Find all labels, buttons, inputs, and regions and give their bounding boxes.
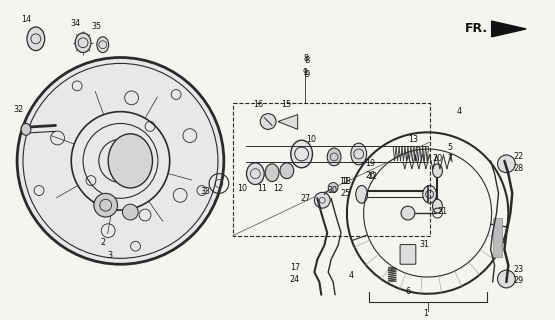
Text: 11: 11 (339, 177, 349, 186)
Text: 14: 14 (21, 15, 31, 24)
Text: 15: 15 (281, 100, 291, 109)
Text: 26: 26 (366, 171, 376, 180)
Text: 25: 25 (341, 189, 351, 198)
Text: 32: 32 (13, 105, 23, 114)
Circle shape (94, 193, 118, 217)
Text: 4: 4 (349, 271, 354, 280)
Text: 19: 19 (366, 159, 376, 168)
Text: 20: 20 (432, 155, 442, 164)
Text: 28: 28 (513, 164, 523, 173)
Text: 18: 18 (341, 177, 351, 186)
Circle shape (123, 204, 138, 220)
Ellipse shape (291, 140, 312, 168)
Text: 11: 11 (257, 184, 268, 193)
Polygon shape (492, 21, 526, 37)
Ellipse shape (327, 148, 341, 166)
Ellipse shape (432, 199, 442, 213)
Text: 16: 16 (253, 100, 263, 109)
Ellipse shape (432, 164, 442, 178)
Polygon shape (278, 115, 297, 129)
Ellipse shape (75, 33, 91, 52)
Circle shape (315, 192, 330, 208)
Text: 9: 9 (303, 68, 308, 77)
Ellipse shape (246, 163, 264, 185)
Text: 24: 24 (290, 276, 300, 284)
Ellipse shape (423, 186, 436, 203)
Ellipse shape (21, 124, 31, 135)
Text: 9: 9 (305, 70, 310, 79)
Text: 13: 13 (408, 135, 418, 144)
Ellipse shape (280, 163, 294, 179)
Text: 35: 35 (92, 22, 102, 31)
Text: 30: 30 (327, 186, 337, 195)
Text: 22: 22 (513, 152, 523, 161)
Ellipse shape (108, 134, 153, 188)
Text: 29: 29 (513, 276, 523, 285)
Text: 5: 5 (448, 143, 453, 152)
Circle shape (328, 182, 338, 192)
Ellipse shape (351, 143, 367, 165)
FancyBboxPatch shape (400, 244, 416, 264)
Text: 3: 3 (107, 251, 112, 260)
Text: 6: 6 (406, 287, 411, 296)
Text: 12: 12 (273, 184, 283, 193)
Ellipse shape (265, 164, 279, 181)
Text: 27: 27 (300, 194, 311, 203)
Circle shape (17, 58, 224, 264)
Text: 34: 34 (70, 19, 80, 28)
Text: 8: 8 (305, 56, 310, 65)
Circle shape (497, 155, 515, 173)
Circle shape (260, 114, 276, 129)
Ellipse shape (27, 27, 44, 51)
Text: 31: 31 (420, 240, 430, 249)
Text: 8: 8 (303, 54, 308, 63)
Text: 33: 33 (200, 187, 210, 196)
Text: 7: 7 (448, 155, 453, 164)
Bar (233, 103, 430, 236)
Text: 23: 23 (513, 265, 523, 274)
Circle shape (497, 270, 515, 288)
Text: 10: 10 (306, 135, 316, 144)
Bar (493, 218, 502, 257)
Ellipse shape (97, 37, 109, 52)
Text: 17: 17 (290, 263, 300, 272)
Text: 1: 1 (423, 309, 428, 318)
Text: FR.: FR. (465, 22, 488, 36)
Text: 2: 2 (100, 238, 105, 247)
Text: 21: 21 (437, 207, 447, 216)
Circle shape (401, 206, 415, 220)
Text: 4: 4 (457, 107, 462, 116)
Text: 10: 10 (238, 184, 248, 193)
Text: 12: 12 (367, 172, 377, 181)
Ellipse shape (356, 186, 367, 203)
